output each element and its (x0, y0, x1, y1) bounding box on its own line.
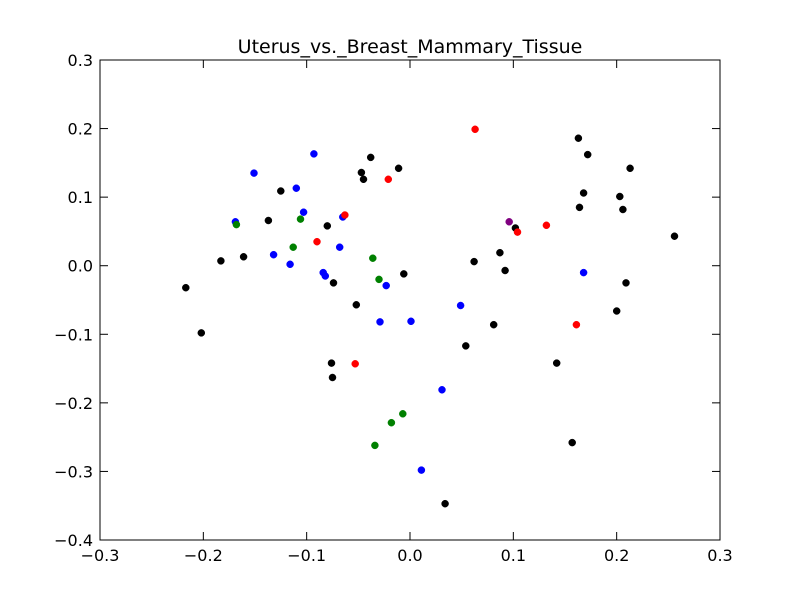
data-point-s0-27 (579, 189, 588, 197)
y-tick-label: −0.2 (54, 394, 93, 413)
y-tick-label: 0.2 (68, 120, 93, 139)
y-tick-label: −0.3 (54, 462, 93, 481)
data-points (182, 125, 679, 508)
data-point-s0-8 (327, 359, 336, 367)
chart-title: Uterus_vs._Breast_Mammary_Tissue (238, 36, 583, 58)
data-point-s0-24 (568, 438, 576, 447)
data-point-s1-14 (417, 466, 426, 474)
data-point-s1-12 (382, 281, 390, 290)
data-point-s0-1 (197, 329, 206, 337)
x-tick-label: −0.2 (184, 546, 223, 565)
data-point-s4-0 (505, 218, 513, 226)
x-tick-label: 0.1 (501, 546, 526, 565)
data-point-s0-7 (329, 279, 338, 287)
data-point-s0-9 (328, 373, 337, 382)
data-point-s0-31 (619, 205, 627, 214)
data-point-s0-32 (622, 279, 630, 287)
data-point-s0-13 (366, 153, 375, 162)
data-point-s0-20 (496, 248, 504, 257)
data-point-s2-4 (375, 275, 383, 284)
data-point-s2-3 (369, 254, 377, 262)
data-point-s0-18 (470, 257, 478, 266)
data-point-s0-19 (489, 320, 498, 329)
x-tick-label: 0.2 (604, 546, 629, 565)
data-point-s2-2 (296, 215, 305, 223)
data-point-s0-2 (217, 257, 225, 265)
y-tick-label: 0.3 (68, 51, 93, 70)
data-point-s0-3 (239, 253, 248, 261)
data-point-s2-1 (289, 243, 297, 251)
data-point-s0-0 (182, 283, 190, 292)
data-point-s0-26 (575, 203, 584, 212)
data-point-s1-9 (335, 243, 344, 251)
y-tick-label: −0.4 (54, 531, 93, 550)
data-point-s0-23 (552, 359, 561, 367)
data-point-s3-1 (341, 211, 349, 219)
y-tick-label: 0.0 (68, 257, 93, 276)
data-point-s0-12 (359, 175, 368, 184)
data-point-s0-28 (583, 150, 592, 159)
data-point-s0-6 (323, 222, 332, 230)
data-point-s3-3 (384, 175, 393, 184)
data-point-s1-16 (456, 301, 465, 310)
data-point-s0-34 (670, 232, 679, 240)
data-point-s3-6 (542, 221, 551, 230)
data-point-s1-3 (286, 260, 294, 269)
data-point-s3-2 (351, 360, 359, 368)
data-point-s1-15 (438, 386, 446, 394)
data-point-s2-7 (399, 410, 407, 418)
data-point-s3-4 (471, 125, 479, 134)
data-point-s2-5 (371, 441, 379, 450)
data-point-s0-16 (441, 499, 449, 508)
data-point-s3-7 (572, 320, 581, 329)
plot-frame (99, 59, 721, 541)
x-tick-label: 0.3 (707, 546, 732, 565)
y-tick-label: −0.1 (54, 325, 93, 344)
data-point-s1-5 (299, 208, 308, 216)
axes: −0.3 −0.2 −0.1 0.0 0.1 0.2 0.3−0.4−0.3−0.2−0.1… (54, 51, 733, 565)
data-point-s0-29 (612, 307, 621, 315)
data-point-s0-30 (616, 192, 624, 201)
data-point-s0-25 (574, 134, 583, 142)
data-point-s1-17 (579, 268, 588, 277)
data-point-s0-11 (357, 168, 366, 177)
data-point-s0-14 (394, 164, 403, 173)
data-point-s0-15 (400, 270, 408, 278)
data-point-s1-1 (250, 169, 258, 177)
x-tick-label: −0.3 (81, 546, 120, 565)
data-point-s2-0 (232, 220, 241, 229)
data-point-s0-10 (352, 301, 361, 309)
data-point-s1-11 (376, 318, 384, 326)
data-point-s1-6 (310, 150, 318, 158)
data-point-s3-0 (313, 237, 321, 246)
data-point-s1-8 (321, 272, 330, 280)
data-point-s0-21 (501, 266, 509, 275)
data-point-s0-5 (277, 187, 285, 195)
data-point-s0-4 (264, 216, 273, 225)
data-point-s1-13 (407, 317, 415, 326)
data-point-s3-5 (513, 228, 522, 236)
y-tick-label: 0.1 (68, 188, 93, 207)
x-tick-label: 0.0 (397, 546, 422, 565)
x-tick-label: −0.1 (287, 546, 326, 565)
data-point-s0-33 (626, 164, 634, 173)
data-point-s0-17 (462, 342, 470, 350)
data-point-s1-2 (269, 250, 278, 259)
data-point-s1-4 (292, 184, 301, 192)
data-point-s2-6 (387, 418, 396, 427)
